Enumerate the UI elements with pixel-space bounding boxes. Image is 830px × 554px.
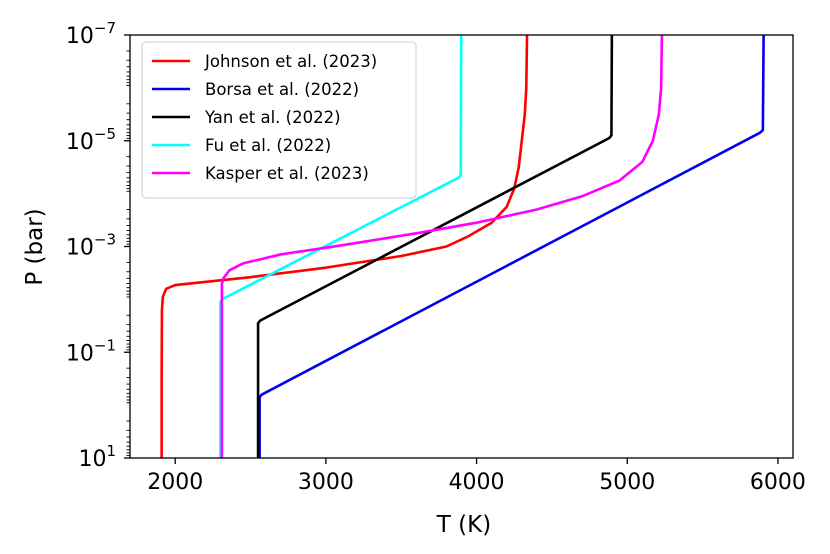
y-tick-label: 10−1: [66, 336, 116, 366]
legend-label: Yan et al. (2022): [204, 108, 341, 127]
legend-label: Fu et al. (2022): [205, 136, 331, 155]
x-tick-label: 6000: [750, 470, 806, 495]
y-tick-label: 10−7: [66, 19, 116, 49]
x-tick-label: 4000: [449, 470, 505, 495]
series-line-2: [258, 35, 765, 458]
x-tick-label: 3000: [298, 470, 354, 495]
axes-layer: 2000 3000 4000 5000 6000 10−7 10−5 10−3 10−1 101: [66, 19, 806, 495]
series-line-1: [160, 35, 529, 458]
legend-label: Borsa et al. (2022): [205, 80, 359, 99]
y-tick-label: 101: [78, 442, 116, 472]
legend-label: Kasper et al. (2023): [205, 164, 369, 183]
series-line-5: [220, 35, 664, 458]
x-tick-label: 2000: [147, 470, 203, 495]
x-tick-label: 5000: [599, 470, 655, 495]
y-tick-label: 10−3: [66, 231, 116, 261]
legend-label: Johnson et al. (2023): [204, 52, 377, 71]
legend: Johnson et al. (2023) Borsa et al. (2022)…: [141, 41, 417, 199]
series-line-4: [219, 35, 463, 458]
legend-box: [141, 41, 417, 199]
series-layer: [160, 35, 765, 458]
y-tick-label: 10−5: [66, 125, 116, 155]
x-axis-label: T (K): [436, 512, 491, 538]
y-axis-label: P (bar): [22, 208, 48, 285]
